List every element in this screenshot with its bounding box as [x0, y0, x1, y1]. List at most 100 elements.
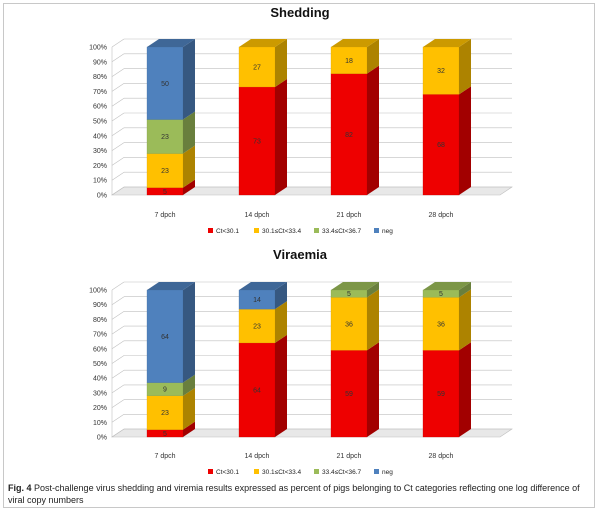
- data-label: 68: [437, 142, 445, 149]
- y-tick-label: 40%: [93, 133, 107, 140]
- bar-top-face: [423, 39, 471, 47]
- legend-swatch: [254, 228, 259, 233]
- gridline-diag: [111, 127, 125, 137]
- y-tick-label: 50%: [93, 361, 107, 368]
- gridline-diag: [111, 83, 125, 92]
- data-label: 23: [161, 410, 169, 417]
- bar-segment-2-side: [275, 301, 287, 343]
- caption-label: Fig. 4: [8, 483, 32, 493]
- y-tick-label: 80%: [93, 74, 107, 81]
- y-tick-label: 80%: [93, 317, 107, 324]
- gridline-diag: [111, 171, 125, 181]
- bar-segment-3-side: [367, 282, 379, 298]
- data-label: 64: [253, 387, 261, 394]
- gridline-diag: [111, 340, 125, 350]
- y-tick-label: 90%: [93, 59, 107, 66]
- data-label: 18: [345, 58, 353, 65]
- data-label: 27: [253, 64, 261, 71]
- bar-segment-2: [422, 46, 460, 95]
- y-tick-label: 50%: [93, 119, 107, 126]
- data-label: 73: [253, 138, 261, 145]
- x-category-label: 7 dpch: [154, 453, 175, 460]
- data-label: 9: [163, 387, 167, 394]
- bar-segment-1: [330, 350, 368, 438]
- data-label: 5: [439, 291, 443, 298]
- data-label: 59: [345, 391, 353, 398]
- gridline-diag: [111, 186, 125, 196]
- data-label: 36: [345, 321, 353, 328]
- bar-segment-2: [330, 46, 368, 74]
- gridline-diag: [111, 38, 125, 48]
- legend-swatch: [208, 228, 213, 233]
- gridline-diag: [111, 281, 125, 291]
- gridline-diag: [111, 112, 125, 122]
- data-label: 64: [161, 334, 169, 341]
- x-category-label: 7 dpch: [154, 212, 175, 219]
- y-tick-label: 10%: [93, 420, 107, 427]
- y-tick-label: 10%: [93, 178, 107, 185]
- bar-segment-4-side: [275, 282, 287, 310]
- bar-segment-4-side: [183, 282, 195, 383]
- y-tick-label: 90%: [93, 302, 107, 309]
- figure-frame: [3, 3, 595, 508]
- legend-label: neg: [382, 469, 393, 476]
- gridline-diag: [111, 384, 125, 394]
- bar-segment-1-side: [275, 334, 287, 437]
- y-tick-label: 30%: [93, 148, 107, 155]
- bar-segment-1: [422, 94, 460, 196]
- chart-title: Shedding: [270, 5, 329, 20]
- bar-segment-1-side: [275, 78, 287, 195]
- gridline-diag: [111, 97, 125, 107]
- caption-text: Post-challenge virus shedding and viremi…: [8, 483, 580, 505]
- bar-segment-1-side: [367, 65, 379, 195]
- data-label: 82: [345, 132, 353, 139]
- legend-swatch: [314, 228, 319, 233]
- data-label: 50: [161, 81, 169, 88]
- bar-segment-2: [238, 46, 276, 88]
- bar-segment-4: [146, 289, 184, 383]
- legend-label: 33.4≤Ct<36.7: [322, 228, 362, 235]
- bar-segment-1-side: [367, 342, 379, 437]
- bar-top-face: [331, 282, 379, 290]
- x-category-label: 21 dpch: [337, 453, 362, 460]
- bar-segment-3-side: [183, 374, 195, 396]
- legend-swatch: [254, 469, 259, 474]
- y-tick-label: 100%: [89, 288, 107, 295]
- x-category-label: 14 dpch: [245, 212, 270, 219]
- legend-label: 33.4≤Ct<36.7: [322, 469, 362, 476]
- legend-swatch: [314, 469, 319, 474]
- x-category-label: 28 dpch: [429, 453, 454, 460]
- gridline-diag: [111, 355, 125, 364]
- bar-top-face: [239, 39, 287, 47]
- bar-segment-2-side: [459, 289, 471, 351]
- y-tick-label: 30%: [93, 390, 107, 397]
- bar-top-face: [331, 39, 379, 47]
- chart-viraemia: Viraemia 0% 10% 20% 30% 40% 50% 60% 70% 80% 90% 100…: [89, 247, 513, 476]
- bar-top-face: [147, 282, 195, 290]
- y-tick-label: 100%: [89, 45, 107, 52]
- data-label: 5: [163, 189, 167, 196]
- bar-segment-2-side: [275, 39, 287, 87]
- x-category-label: 21 dpch: [337, 212, 362, 219]
- legend-label: 30.1≤Ct<33.4: [262, 469, 302, 476]
- bar-segment-4: [146, 46, 184, 120]
- legend-label: neg: [382, 228, 393, 235]
- legend-label: Ct<30.1: [216, 228, 239, 235]
- gridline-diag: [111, 428, 125, 438]
- gridline-diag: [111, 296, 125, 305]
- gridline-diag: [111, 157, 125, 166]
- bar-segment-1: [238, 342, 276, 438]
- gridline-diag: [111, 311, 125, 320]
- bar-segment-3-side: [459, 282, 471, 298]
- bar-segment-2-side: [183, 145, 195, 188]
- data-label: 23: [161, 168, 169, 175]
- gridline-diag: [111, 142, 125, 151]
- bar-segment-1-side: [459, 86, 471, 195]
- bar-segment-1-side: [459, 342, 471, 437]
- bar-segment-3: [146, 119, 184, 154]
- y-tick-label: 70%: [93, 89, 107, 96]
- bar-segment-2: [238, 308, 276, 344]
- bar-segment-4-side: [183, 39, 195, 120]
- bar-segment-1: [330, 73, 368, 196]
